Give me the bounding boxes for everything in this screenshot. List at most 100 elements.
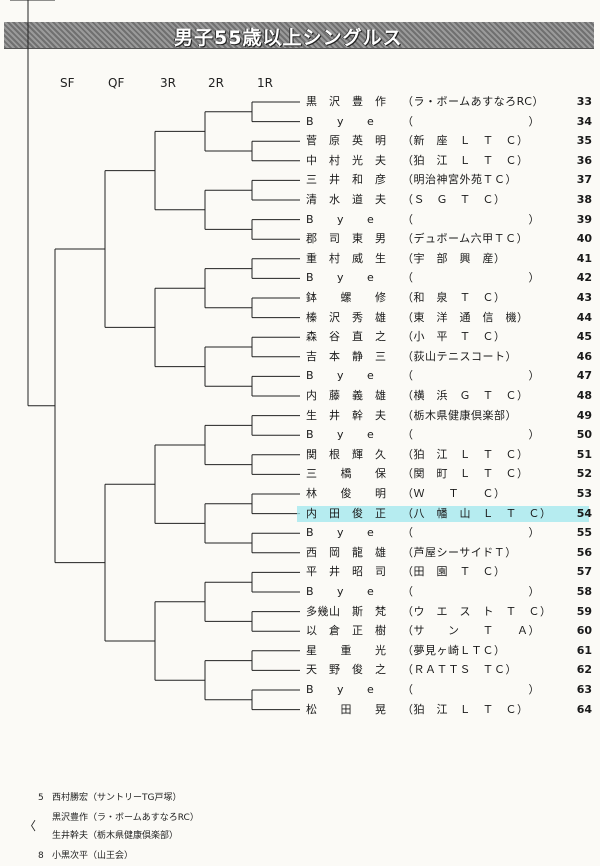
- player-club: （サ ン Ｔ Ａ）: [402, 624, 540, 638]
- seed-note: 黒沢豊作（ラ・ボームあすなろRC）: [38, 810, 199, 823]
- draw-number: 52: [576, 467, 592, 481]
- player-name: 内 藤 義 雄: [306, 389, 387, 402]
- seed-note: 5 西村勝宏（サントリーTG戸塚）: [38, 790, 181, 803]
- player-club: （田 園 Ｔ Ｃ）: [402, 565, 506, 579]
- draw-number: 43: [576, 291, 592, 304]
- player-name: 星 重 光: [306, 643, 387, 657]
- draw-number: 37: [576, 173, 592, 187]
- draw-number: 64: [576, 702, 592, 716]
- entry-row: 鉢 螺 修 （和 泉 Ｔ Ｃ） 43: [300, 289, 592, 307]
- draw-number: 40: [576, 232, 592, 246]
- entry-row: 郡 司 東 男 （デュボーム六甲ＴＣ） 40: [300, 230, 592, 248]
- entry-row: 清 水 道 夫 （Ｓ Ｇ Ｔ Ｃ） 38: [300, 191, 592, 209]
- entry-row: B y e （ ） 47: [300, 367, 592, 385]
- player-name: 榛 沢 秀 雄: [306, 310, 387, 324]
- draw-number: 45: [576, 330, 592, 344]
- seed-player: 西村勝宏（サントリーTG戸塚）: [52, 793, 182, 803]
- player-name: 多幾山 斯 梵: [306, 604, 387, 618]
- player-name: 関 根 輝 久: [306, 447, 387, 461]
- entry-row: 星 重 光 （夢見ヶ崎ＬＴＣ） 61: [300, 642, 592, 660]
- player-club: （東 洋 通 信 機）: [402, 310, 529, 324]
- player-club: （和 泉 Ｔ Ｃ）: [402, 291, 506, 304]
- player-name: 中 村 光 夫: [306, 153, 387, 167]
- seed-player: 小黒次平（山王会）: [52, 851, 134, 861]
- seed-bracket-mark: 〈: [24, 819, 37, 833]
- seed-number: 8: [38, 851, 44, 861]
- draw-number: 56: [576, 545, 592, 559]
- player-name: B y e: [306, 585, 375, 598]
- entry-row: 林 俊 明 （Ｗ Ｔ Ｃ） 53: [300, 485, 592, 503]
- draw-number: 58: [576, 585, 592, 598]
- entry-row: B y e （ ） 58: [300, 583, 592, 601]
- entry-row: B y e （ ） 39: [300, 211, 592, 229]
- player-name: 以 倉 正 樹: [306, 624, 387, 638]
- player-club: （小 平 Ｔ Ｃ）: [402, 330, 506, 344]
- entry-row: 三 橋 保 （関 町 Ｌ Ｔ Ｃ） 52: [300, 465, 592, 483]
- draw-number: 62: [576, 663, 592, 677]
- draw-number: 57: [576, 565, 592, 579]
- player-club: （ ）: [402, 212, 540, 226]
- entry-row: 関 根 輝 久 （狛 江 Ｌ Ｔ Ｃ） 51: [300, 446, 592, 464]
- player-name: B y e: [306, 428, 375, 442]
- round-label-1r: 1R: [257, 76, 273, 90]
- round-label-3r: 3R: [160, 76, 176, 90]
- player-club: （ラ・ボームあすなろRC）: [402, 95, 544, 108]
- entry-row: B y e （ ） 42: [300, 269, 592, 287]
- seed-note: 生井幹夫（栃木県健康倶楽部）: [38, 828, 178, 841]
- player-club: （狛 江 Ｌ Ｔ Ｃ）: [402, 702, 529, 716]
- player-club: （Ｓ Ｇ Ｔ Ｃ）: [402, 193, 506, 206]
- player-club: （ ）: [402, 369, 540, 383]
- round-label-2r: 2R: [208, 76, 224, 90]
- player-name: 三 橋 保: [306, 467, 387, 481]
- player-name: 生 井 幹 夫: [306, 408, 387, 422]
- entry-row: 三 井 和 彦 （明治神宮外苑ＴＣ） 37: [300, 171, 592, 189]
- entry-row: 菅 原 英 明 （新 座 Ｌ Ｔ Ｃ） 35: [300, 132, 592, 150]
- draw-number: 46: [576, 349, 592, 363]
- seed-player: 生井幹夫（栃木県健康倶楽部）: [52, 831, 179, 841]
- player-name: 森 谷 直 之: [306, 330, 387, 344]
- player-club: （夢見ヶ崎ＬＴＣ）: [402, 643, 506, 657]
- player-club: （狛 江 Ｌ Ｔ Ｃ）: [402, 447, 529, 461]
- draw-number: 47: [576, 369, 592, 383]
- entry-row: 重 村 威 生 （宇 部 興 産） 41: [300, 250, 592, 268]
- seed-note: 8 小黒次平（山王会）: [38, 848, 133, 861]
- player-name: 郡 司 東 男: [306, 232, 387, 246]
- entry-row: 以 倉 正 樹 （サ ン Ｔ Ａ） 60: [300, 622, 592, 640]
- draw-number: 38: [576, 193, 592, 206]
- player-name: 天 野 俊 之: [306, 663, 387, 677]
- entry-row: 西 岡 龍 雄 （芦屋シーサイドＴ） 56: [300, 544, 592, 562]
- player-name: 鉢 螺 修: [306, 291, 387, 304]
- draw-number: 63: [576, 683, 592, 696]
- entry-row: B y e （ ） 63: [300, 681, 592, 699]
- player-name: B y e: [306, 271, 375, 285]
- player-name: B y e: [306, 369, 375, 383]
- round-label-sf: SF: [60, 76, 75, 90]
- player-club: （芦屋シーサイドＴ）: [402, 545, 517, 559]
- draw-number: 44: [576, 310, 592, 324]
- player-club: （ ）: [402, 271, 540, 285]
- draw-number: 61: [576, 643, 592, 657]
- player-name: 黒 沢 豊 作: [306, 95, 387, 108]
- player-club: （ ）: [402, 585, 540, 598]
- draw-number: 53: [576, 487, 592, 500]
- draw-number: 33: [576, 95, 592, 108]
- title-banner: 男子55歳以上シングルス: [4, 22, 594, 49]
- entry-row: B y e （ ） 55: [300, 524, 592, 542]
- player-club: （ウ エ ス ト Ｔ Ｃ）: [402, 604, 552, 618]
- player-club: （関 町 Ｌ Ｔ Ｃ）: [402, 467, 529, 481]
- player-name: 松 田 晃: [306, 702, 387, 716]
- draw-number: 60: [576, 624, 592, 638]
- draw-number: 50: [576, 428, 592, 442]
- draw-number: 36: [576, 153, 592, 167]
- entry-row: 内 藤 義 雄 （横 浜 Ｇ Ｔ Ｃ） 48: [300, 387, 592, 405]
- player-club: （デュボーム六甲ＴＣ）: [402, 232, 529, 246]
- entry-row: 吉 本 静 三 （荻山テニスコート） 46: [300, 348, 592, 366]
- draw-number: 48: [576, 389, 592, 402]
- player-name: 清 水 道 夫: [306, 193, 387, 206]
- entry-row: 中 村 光 夫 （狛 江 Ｌ Ｔ Ｃ） 36: [300, 152, 592, 170]
- player-club: （横 浜 Ｇ Ｔ Ｃ）: [402, 389, 529, 402]
- draw-number: 41: [576, 251, 592, 265]
- player-name: B y e: [306, 114, 375, 128]
- entry-row: 榛 沢 秀 雄 （東 洋 通 信 機） 44: [300, 309, 592, 327]
- entry-row: 内 田 俊 正 （八 幡 山 Ｌ Ｔ Ｃ） 54: [300, 505, 592, 523]
